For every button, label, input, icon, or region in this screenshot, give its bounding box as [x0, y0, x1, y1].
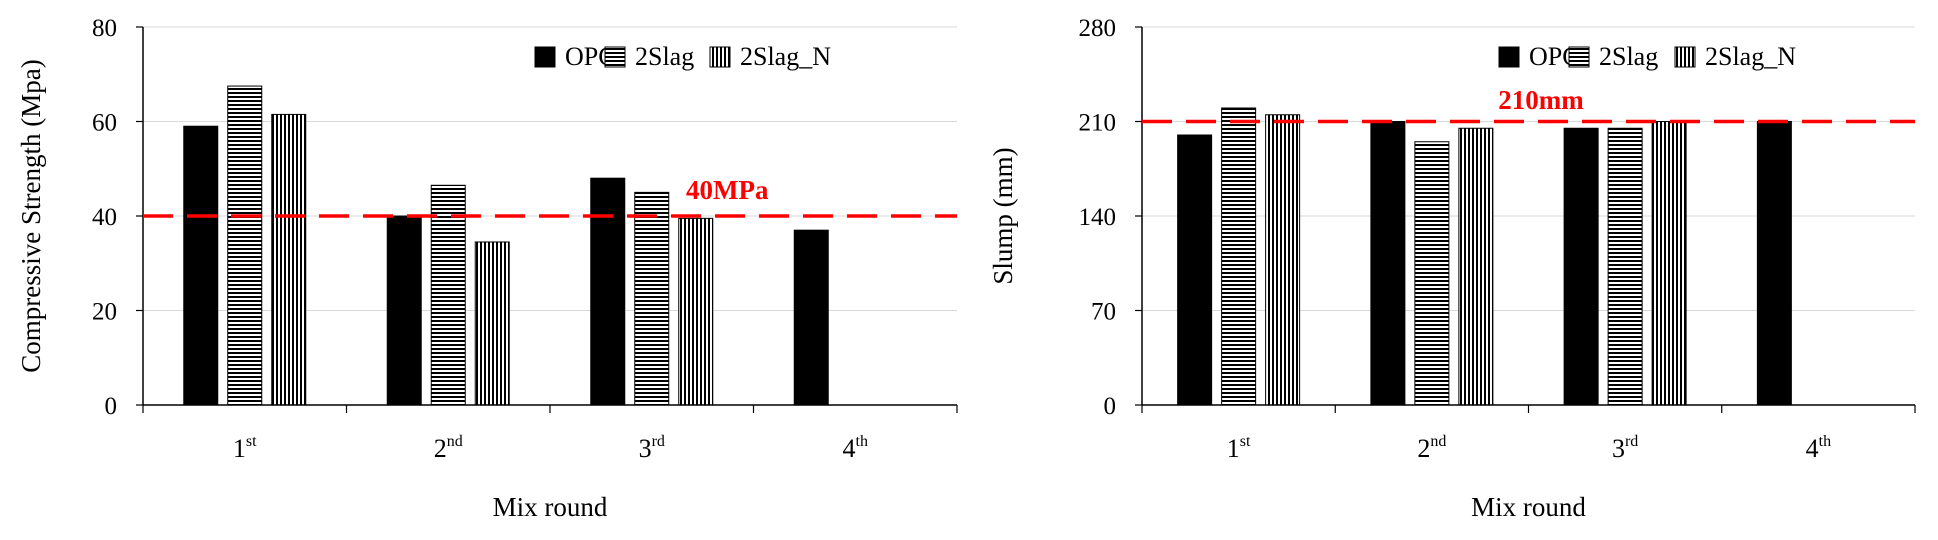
x-tick-label: 3rd: [639, 433, 665, 463]
y-axis-title: Slump (mm): [988, 147, 1018, 284]
bar-opc-1: [1177, 134, 1213, 406]
x-tick-label: 3rd: [1612, 433, 1638, 463]
bar-opc-1: [183, 125, 219, 406]
y-tick-label: 40: [92, 204, 117, 231]
legend-label: 2Slag_N: [740, 42, 831, 71]
y-tick-label: 0: [105, 393, 118, 420]
reference-line-label: 40MPa: [686, 175, 769, 205]
bar-2slag-2: [430, 184, 466, 406]
compressive-strength-chart: 0 20 40 60 80 1st 2nd 3rd 4th 40MPa Compressive St…: [16, 15, 958, 522]
bar-2slag-1: [1221, 107, 1257, 406]
bar-2slag-n-3: [1651, 121, 1687, 406]
y-tick-label: 60: [92, 110, 117, 137]
x-tick-label: 4th: [1806, 433, 1831, 463]
bar-opc-3: [1563, 127, 1599, 406]
bar-2slag-n-3: [678, 217, 714, 406]
legend-swatch-2slag-n: [709, 46, 731, 68]
bar-2slag-n-1: [271, 113, 307, 406]
y-tick-label: 80: [92, 15, 117, 42]
slump-chart: 0 70 140 210 280 1st 2nd 3rd 4th 210mm Slump (mm) M…: [988, 15, 1916, 522]
x-tick-label: 2nd: [1417, 433, 1446, 463]
bar-opc-2: [386, 215, 422, 406]
bar-2slag-2: [1414, 141, 1450, 406]
bar-opc-2: [1370, 121, 1406, 406]
y-tick-label: 0: [1104, 393, 1117, 420]
bar-2slag-n-2: [474, 241, 510, 406]
x-tick-label: 2nd: [434, 433, 463, 463]
x-tick-label: 4th: [843, 433, 868, 463]
legend-swatch-opc: [534, 46, 556, 68]
y-tick-label: 20: [92, 299, 117, 326]
legend-swatch-2slag: [604, 46, 626, 68]
bar-2slag-3: [634, 191, 670, 406]
y-axis-title: Compressive Strength (Mpa): [16, 59, 46, 372]
x-axis-title: Mix round: [1471, 492, 1586, 522]
bar-opc-4: [1756, 121, 1792, 406]
x-tick-label: 1st: [233, 433, 257, 463]
legend-label: 2Slag: [635, 42, 694, 71]
bar-2slag-1: [227, 85, 263, 406]
y-tick-label: 280: [1079, 15, 1117, 42]
y-tick-label: 210: [1079, 110, 1117, 137]
x-tick-label: 1st: [1227, 433, 1251, 463]
x-axis-title: Mix round: [493, 492, 608, 522]
y-tick-label: 140: [1079, 204, 1117, 231]
y-tick-label: 70: [1091, 299, 1116, 326]
reference-line-label: 210mm: [1498, 85, 1584, 115]
legend-label: 2Slag: [1599, 42, 1658, 71]
legend-swatch-opc: [1498, 46, 1520, 68]
bar-opc-4: [793, 229, 829, 406]
legend-swatch-2slag-n: [1674, 46, 1696, 68]
bar-opc-3: [590, 177, 626, 406]
bar-2slag-n-1: [1265, 114, 1301, 406]
legend-swatch-2slag: [1568, 46, 1590, 68]
bar-2slag-3: [1607, 127, 1643, 406]
legend-label: 2Slag_N: [1705, 42, 1796, 71]
bar-2slag-n-2: [1458, 127, 1494, 406]
